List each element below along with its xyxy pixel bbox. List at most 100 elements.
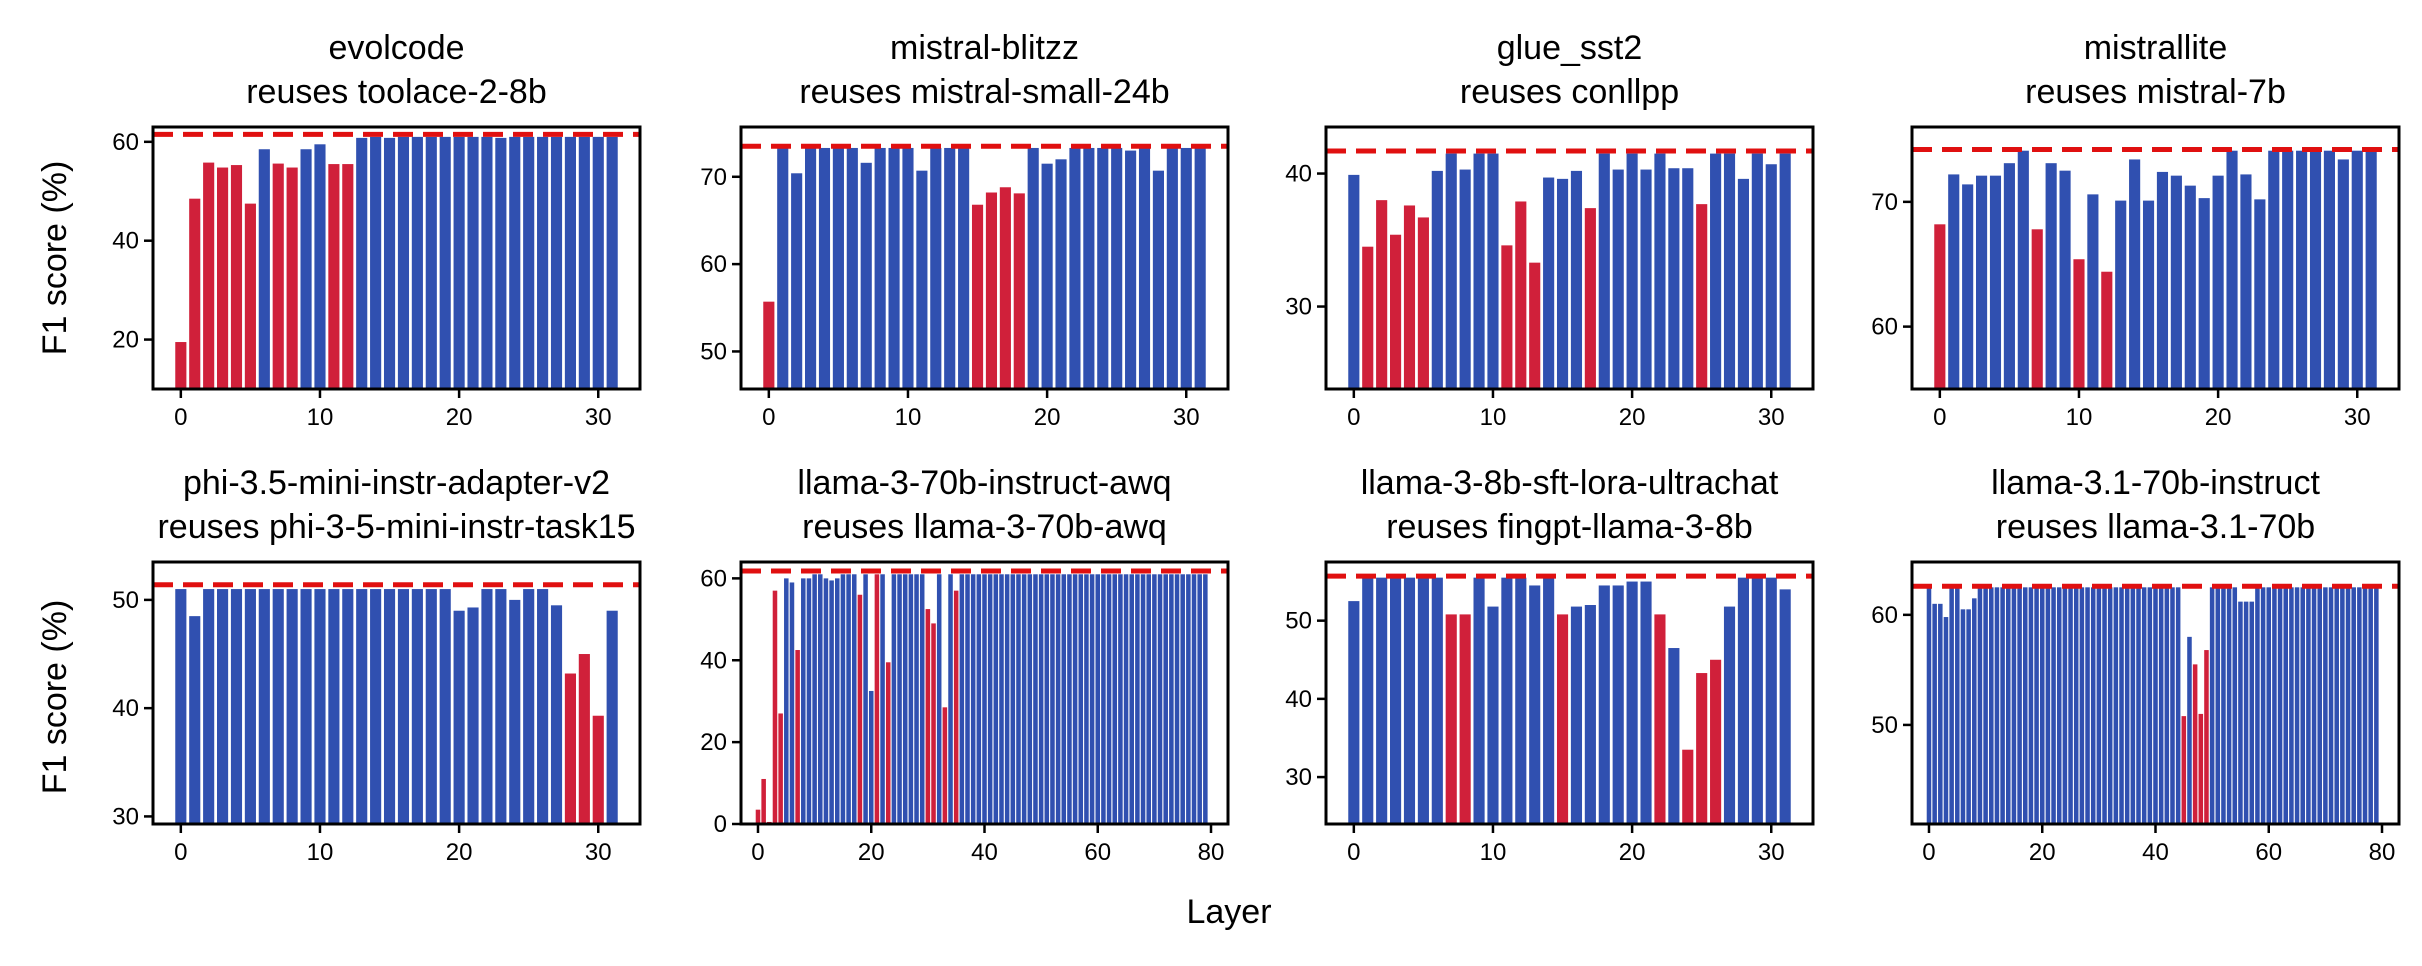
bar xyxy=(1543,577,1555,824)
x-tick-label: 20 xyxy=(2205,404,2232,431)
bar xyxy=(2017,150,2029,389)
bar xyxy=(383,137,396,389)
bar xyxy=(891,574,897,824)
bar xyxy=(1737,577,1749,824)
y-tick-label: 0 xyxy=(714,811,727,838)
bar xyxy=(1779,589,1791,824)
bar xyxy=(2022,587,2028,824)
bar xyxy=(1612,585,1624,824)
x-tick-label: 60 xyxy=(2255,839,2282,866)
subplot-title: mistral-blitzz xyxy=(890,29,1079,67)
bar xyxy=(439,136,451,389)
bar xyxy=(1955,587,1960,824)
bar xyxy=(2136,587,2141,824)
bar xyxy=(1135,574,1140,824)
bar xyxy=(1403,577,1416,824)
bar xyxy=(1055,159,1067,389)
bar xyxy=(578,654,590,824)
bar xyxy=(1934,224,1946,389)
bar xyxy=(1501,245,1513,389)
y-tick-label: 20 xyxy=(700,729,727,756)
subplot-subtitle: reuses llama-3.1-70b xyxy=(1996,508,2315,546)
bar xyxy=(481,589,493,824)
bar xyxy=(1050,574,1055,824)
bar xyxy=(1197,574,1202,824)
bar xyxy=(784,578,789,824)
y-tick-label: 30 xyxy=(1285,764,1312,791)
bar xyxy=(272,589,284,824)
bar xyxy=(1123,574,1129,824)
y-tick-label: 40 xyxy=(1285,686,1312,713)
subplot-title: mistrallite xyxy=(2084,29,2228,67)
bar xyxy=(982,574,987,824)
bar xyxy=(1989,587,1994,824)
bar xyxy=(2062,587,2068,824)
bar xyxy=(1556,614,1569,824)
bar xyxy=(1445,153,1457,389)
bar xyxy=(2240,174,2252,389)
bar xyxy=(2059,170,2071,389)
bar xyxy=(832,147,844,389)
bar xyxy=(1083,147,1095,389)
bar xyxy=(2365,150,2377,389)
bar xyxy=(2175,587,2181,824)
bar xyxy=(944,147,956,389)
bar xyxy=(2141,587,2147,824)
bar xyxy=(1106,574,1112,824)
bar xyxy=(1926,587,1932,824)
subplot-6: llama-3-70b-instruct-awq reuses llama-3-7… xyxy=(700,464,1230,866)
x-tick-label: 0 xyxy=(1347,839,1360,866)
bar xyxy=(1180,147,1192,389)
bar xyxy=(2351,587,2356,824)
bar xyxy=(868,690,874,824)
bar xyxy=(258,149,270,389)
bar xyxy=(1140,574,1146,824)
subplot-7: llama-3-8b-sft-lora-ultrachat reuses fing… xyxy=(1285,464,1815,866)
x-tick-label: 10 xyxy=(1480,404,1507,431)
bar xyxy=(993,574,999,824)
subplot-title: glue_sst2 xyxy=(1497,29,1643,67)
x-tick-label: 0 xyxy=(1347,404,1360,431)
bar xyxy=(2255,587,2260,824)
bar xyxy=(1640,169,1652,389)
bar xyxy=(2153,587,2158,824)
bar xyxy=(2056,587,2062,824)
bar xyxy=(2282,150,2294,389)
subplot-subtitle: reuses conllpp xyxy=(1460,73,1679,111)
bar xyxy=(1682,168,1694,389)
subplot-subtitle: reuses phi-3-5-mini-instr-task15 xyxy=(157,508,635,546)
bar xyxy=(286,589,298,824)
bar xyxy=(2294,587,2300,824)
y-tick-label: 30 xyxy=(1285,294,1312,321)
bar xyxy=(481,136,493,389)
bar xyxy=(1570,170,1583,389)
x-tick-label: 0 xyxy=(1922,839,1935,866)
x-tick-label: 10 xyxy=(307,404,334,431)
bar xyxy=(2181,716,2187,824)
bar xyxy=(2170,175,2182,389)
bar xyxy=(2215,587,2221,824)
bar xyxy=(1138,147,1151,389)
bar xyxy=(2115,200,2127,389)
bar xyxy=(1765,577,1777,824)
y-tick-label: 50 xyxy=(112,587,139,614)
bar xyxy=(914,574,919,824)
subplot-subtitle: reuses mistral-small-24b xyxy=(799,73,1169,111)
bar xyxy=(2340,587,2345,824)
y-tick-label: 60 xyxy=(700,251,727,278)
x-tick-label: 10 xyxy=(2066,404,2093,431)
y-axis-label-top: F1 score (%) xyxy=(36,161,74,356)
bar xyxy=(936,574,942,824)
bar xyxy=(523,589,535,824)
bar xyxy=(1626,581,1638,824)
bar xyxy=(272,163,284,389)
bar xyxy=(2164,587,2170,824)
subplot-subtitle: reuses mistral-7b xyxy=(2025,73,2286,111)
bar xyxy=(902,574,908,824)
bar xyxy=(1390,234,1402,389)
bar xyxy=(2158,587,2164,824)
bar xyxy=(1949,587,1954,824)
bar xyxy=(1348,601,1360,824)
x-tick-label: 20 xyxy=(858,839,885,866)
